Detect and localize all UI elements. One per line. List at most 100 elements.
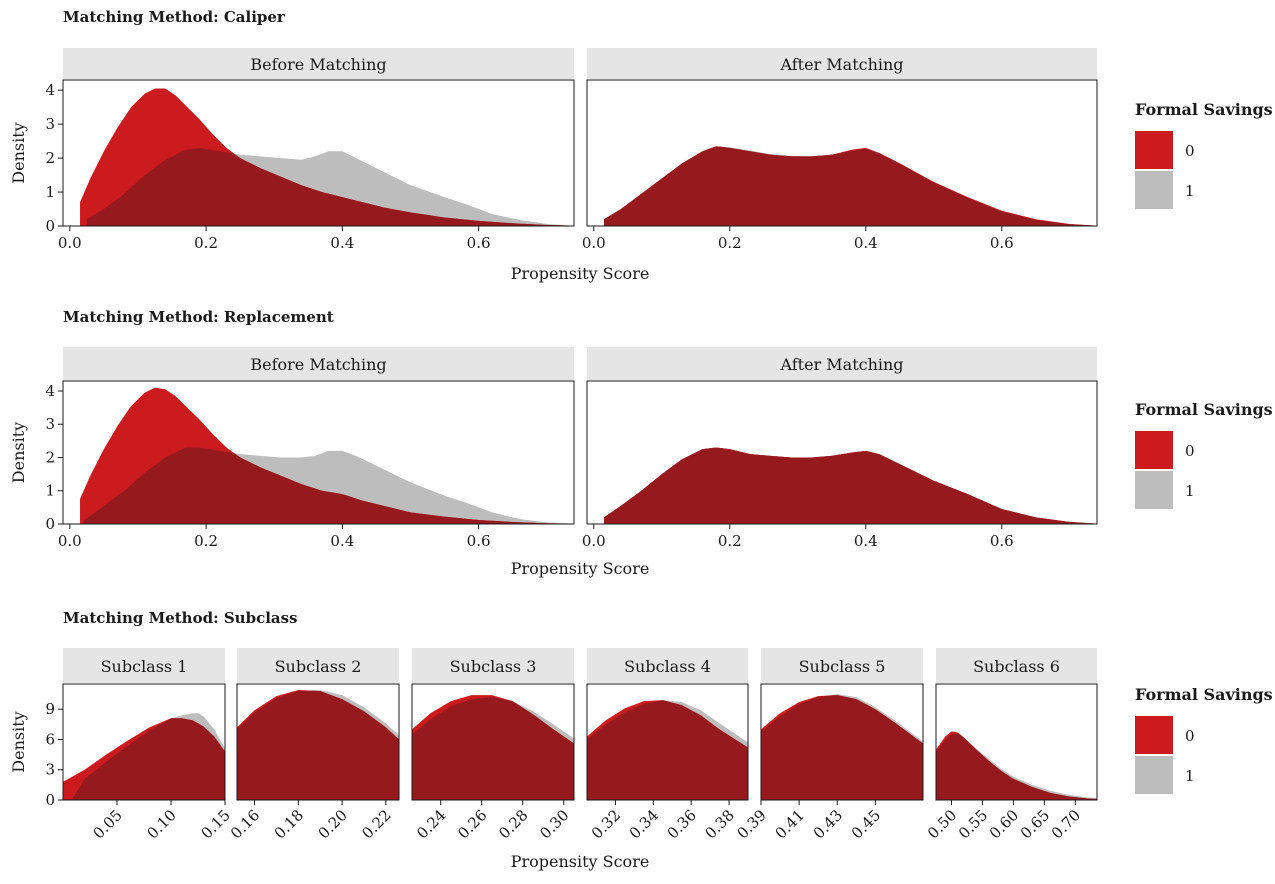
y-tick-label: 3: [45, 115, 55, 133]
x-tick-label: 0.2: [194, 234, 218, 252]
facet-panel: Subclass 3 0.24 0.26 0.28 0.30: [411, 648, 575, 842]
x-tick-label: 0.2: [194, 532, 218, 550]
chart-title: Matching Method: Caliper: [63, 8, 286, 26]
x-tick-label: 0.60: [986, 806, 1022, 842]
x-tick-label: 0.2: [718, 532, 742, 550]
panel-frame: [62, 683, 226, 801]
y-axis-title: Density: [9, 422, 28, 483]
x-tick-label: 0.6: [467, 234, 491, 252]
x-axis-title: Propensity Score: [511, 264, 650, 283]
density-overlap: [604, 447, 1097, 524]
facet-strip-label: Subclass 5: [799, 657, 886, 676]
x-tick-label: 0.36: [664, 806, 700, 842]
y-tick-label: 2: [45, 448, 55, 466]
facet-panel: Before Matching 0.0 0.2 0.4 0.6 0 1 2 3 4: [45, 48, 575, 252]
density-overlap: [83, 447, 574, 524]
facet-strip-label: Subclass 6: [973, 657, 1060, 676]
legend: Formal Savings 0 1: [1135, 400, 1273, 509]
density-overlap: [587, 700, 748, 800]
x-tick-label: 0.6: [467, 532, 491, 550]
density-areas: [80, 387, 574, 524]
y-tick-label: 4: [45, 81, 55, 99]
y-tick-label: 3: [45, 761, 55, 779]
facet-panel: Subclass 4 0.32 0.34 0.36 0.38: [586, 648, 749, 842]
density-overlap: [936, 733, 1097, 800]
x-tick-label: 0.4: [330, 234, 354, 252]
x-tick-label: 0.22: [358, 806, 394, 842]
facet-strip: [936, 648, 1097, 683]
y-tick-label: 2: [45, 149, 55, 167]
y-axis-title: Density: [9, 122, 28, 183]
x-tick-label: 0.4: [854, 234, 878, 252]
facet-strip: [237, 648, 399, 683]
x-tick-label: 0.43: [810, 806, 846, 842]
x-tick-label: 0.18: [271, 806, 307, 842]
chart-title: Matching Method: Replacement: [63, 308, 334, 326]
y-tick-label: 4: [45, 382, 55, 400]
chart-section-2: Matching Method: Replacement Before Match…: [9, 308, 1273, 578]
x-tick-label: 0.34: [626, 806, 662, 842]
panel-frame: [935, 683, 1098, 801]
legend-label-1: 1: [1185, 482, 1195, 500]
density-areas: [63, 713, 225, 800]
facet-panel: Subclass 1 0.05 0.10 0.15 0 3 6 9: [45, 648, 234, 842]
panel-frame: [411, 683, 575, 801]
x-tick-label: 0.50: [924, 806, 960, 842]
legend-key-1: [1135, 756, 1173, 794]
chart-section-1: Matching Method: Caliper Before Matching 0…: [9, 8, 1273, 283]
x-tick-label: 0.0: [58, 532, 82, 550]
x-tick-label: 0.0: [582, 532, 606, 550]
legend-title: Formal Savings: [1135, 100, 1273, 119]
legend-title: Formal Savings: [1135, 400, 1273, 419]
facet-strip: [587, 48, 1097, 79]
density-overlap: [761, 695, 923, 800]
x-tick-label: 0.16: [227, 806, 263, 842]
legend-label-0: 0: [1185, 142, 1195, 160]
legend: Formal Savings 0 1: [1135, 100, 1273, 209]
panel-frame: [62, 380, 575, 525]
x-tick-label: 0.0: [582, 234, 606, 252]
density-areas: [936, 731, 1097, 800]
panel-frame: [586, 79, 1098, 227]
legend-label-0: 0: [1185, 727, 1195, 745]
y-axis-title: Density: [9, 711, 28, 772]
x-tick-label: 0.20: [315, 806, 351, 842]
panel-frame: [586, 683, 749, 801]
y-tick-label: 1: [45, 183, 55, 201]
y-tick-label: 0: [45, 791, 55, 809]
legend: Formal Savings 0 1: [1135, 685, 1273, 794]
facet-strip-label: Subclass 2: [275, 657, 362, 676]
density-areas: [604, 447, 1097, 524]
facet-strip: [412, 648, 574, 683]
chart-section-3: Matching Method: Subclass Subclass 1 0.05 0…: [9, 609, 1273, 871]
panel-frame: [586, 380, 1098, 525]
density-overlap: [71, 718, 225, 800]
legend-key-0: [1135, 431, 1173, 469]
x-tick-label: 0.4: [854, 532, 878, 550]
chart-title: Matching Method: Subclass: [63, 609, 298, 627]
facet-panel: After Matching 0.0 0.2 0.4 0.6: [582, 48, 1098, 252]
panel-frame: [760, 683, 924, 801]
facet-strip: [63, 48, 574, 79]
density-areas: [237, 690, 399, 800]
facet-strip: [63, 347, 574, 380]
x-tick-label: 0.10: [143, 806, 179, 842]
facet-panel: Subclass 5 0.39 0.41 0.43 0.45: [733, 648, 924, 842]
x-tick-label: 0.2: [718, 234, 742, 252]
facet-strip: [587, 347, 1097, 380]
density-areas: [587, 700, 748, 800]
density-areas: [80, 88, 574, 226]
x-tick-label: 0.28: [495, 806, 531, 842]
panel-frame: [236, 683, 400, 801]
x-tick-label: 0.55: [955, 806, 991, 842]
facet-strip-label: Before Matching: [250, 355, 386, 374]
density-areas: [604, 146, 1097, 226]
x-tick-label: 0.24: [413, 806, 449, 842]
x-tick-label: 0.70: [1048, 806, 1084, 842]
facet-strip-label: Subclass 4: [624, 657, 711, 676]
x-tick-label: 0.30: [536, 806, 572, 842]
facet-strip-label: Subclass 1: [101, 657, 188, 676]
legend-label-1: 1: [1185, 767, 1195, 785]
facet-strip-label: After Matching: [779, 55, 903, 74]
